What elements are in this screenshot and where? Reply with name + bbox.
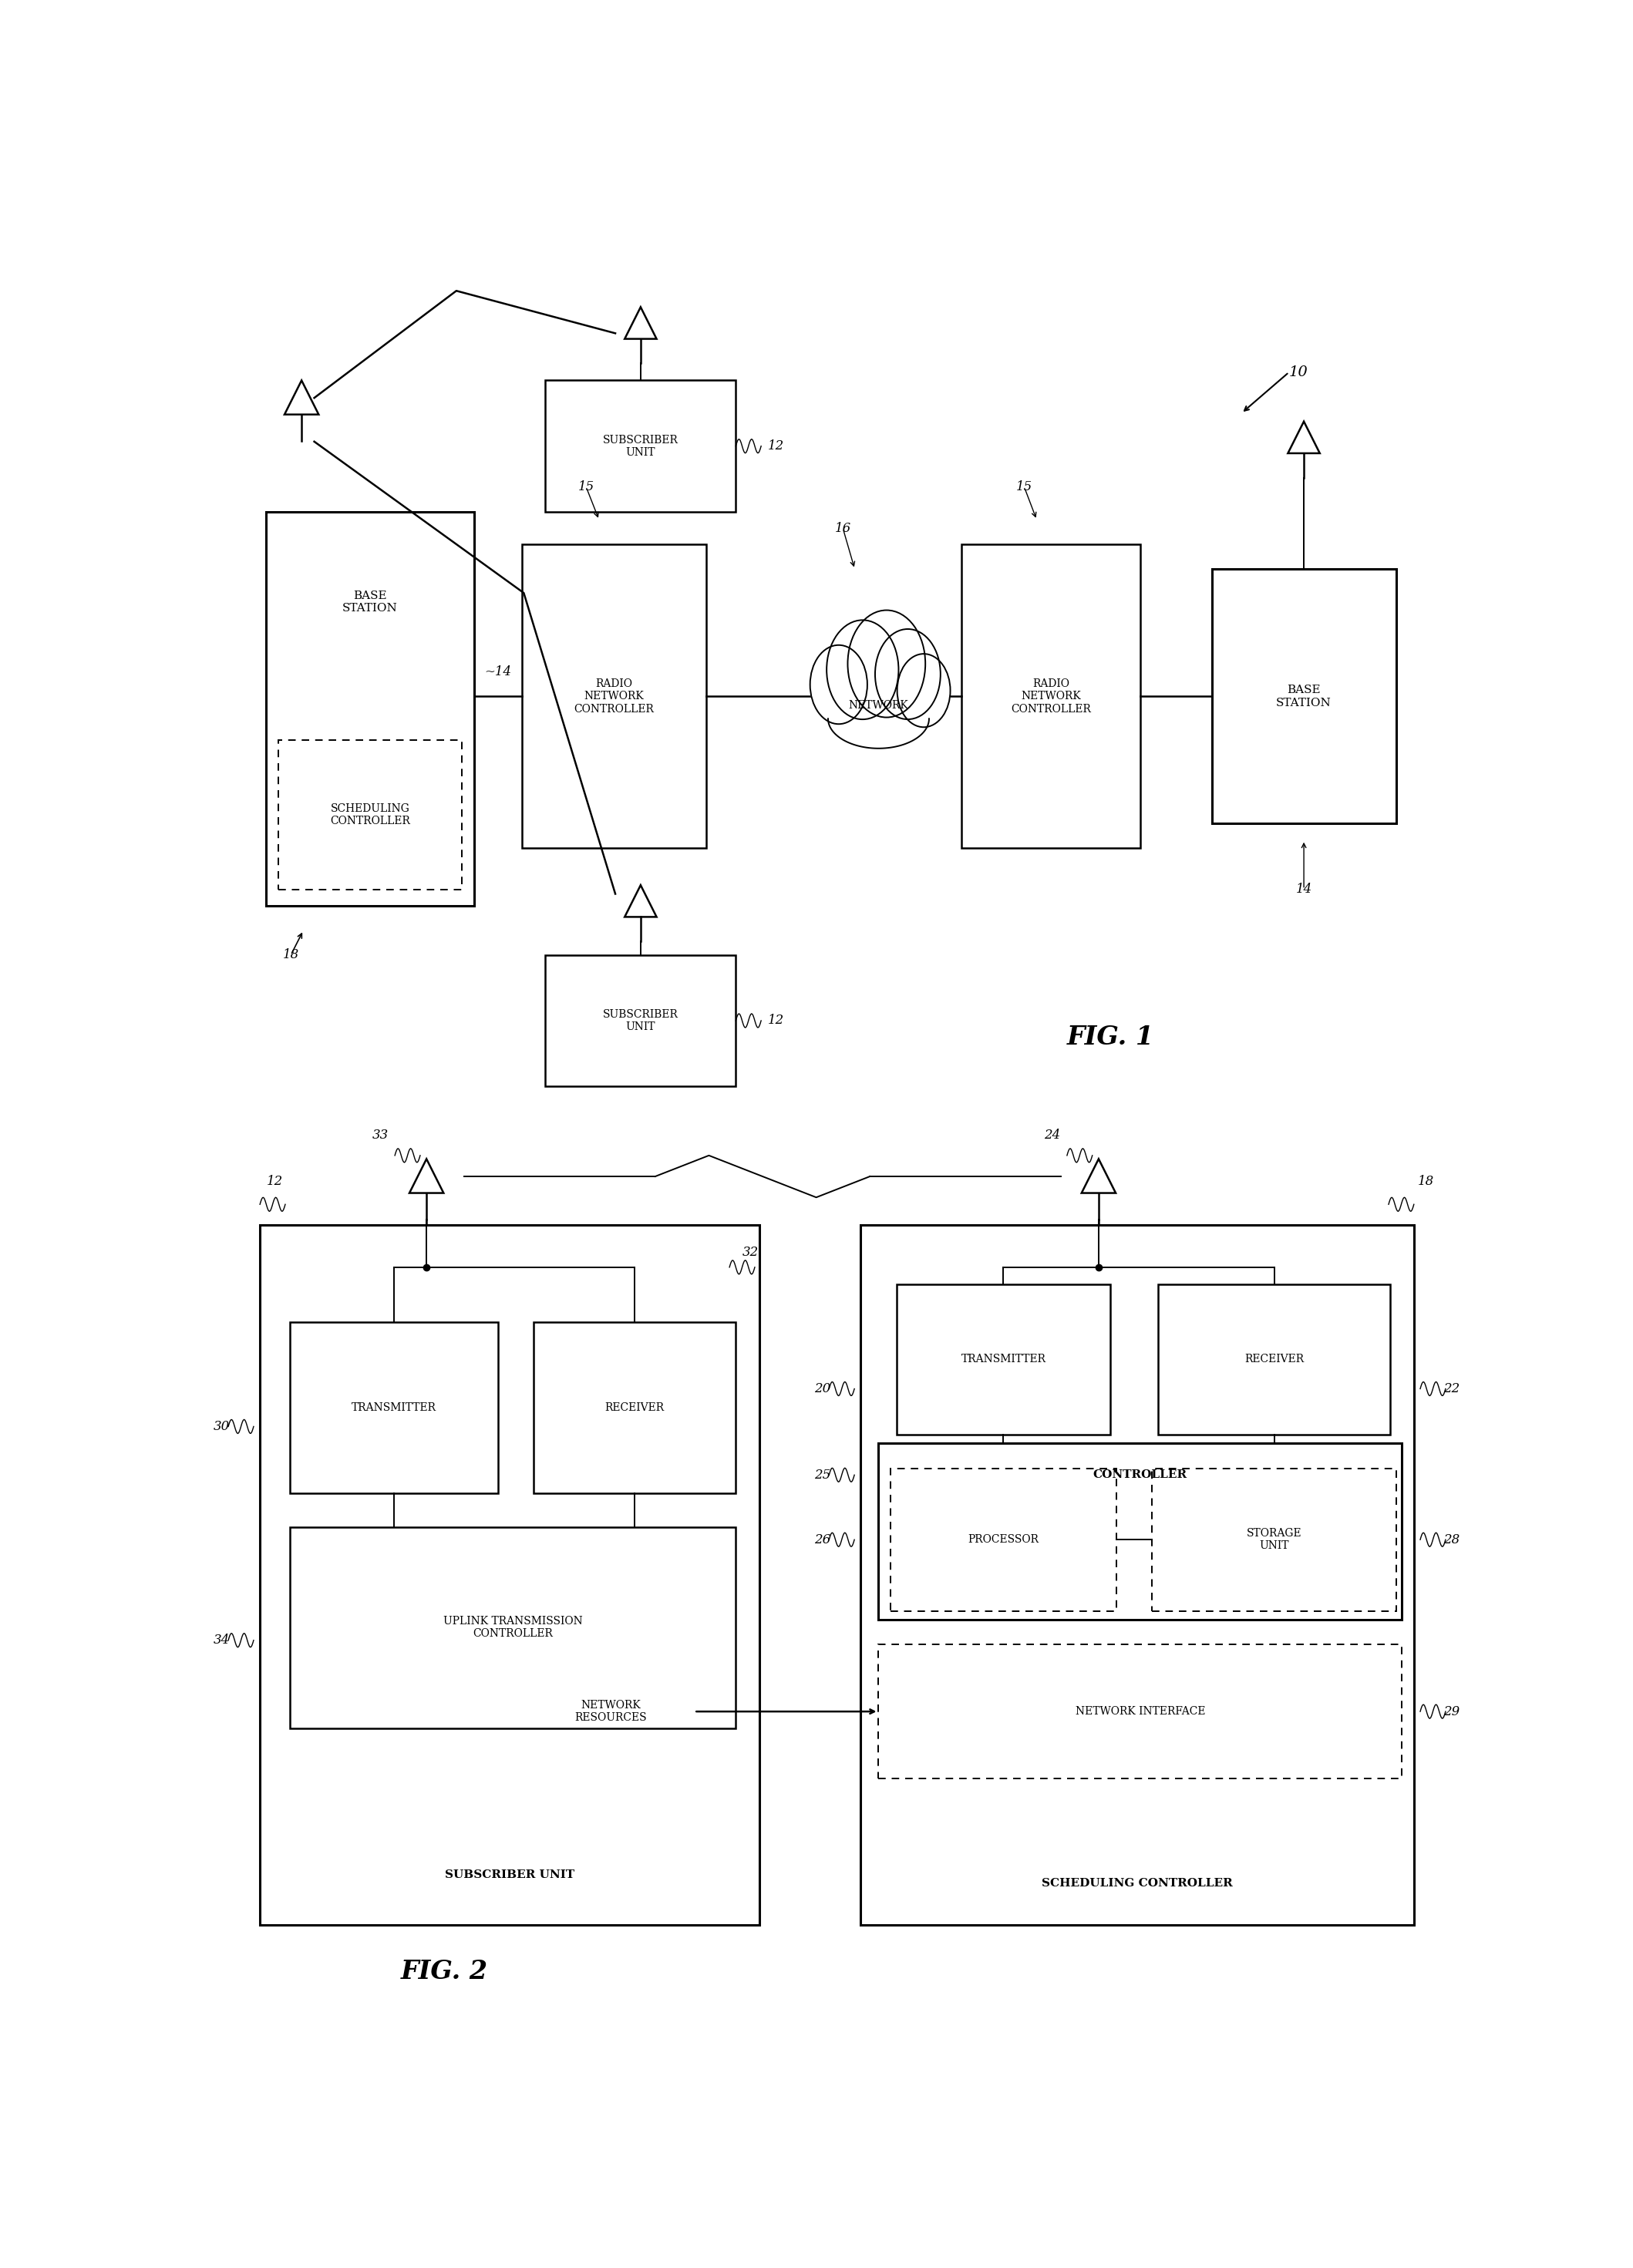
Text: 26: 26 [815, 1533, 831, 1547]
Text: RADIO
NETWORK
CONTROLLER: RADIO NETWORK CONTROLLER [1011, 678, 1091, 714]
Text: 18: 18 [1417, 1175, 1434, 1188]
Text: RECEIVER: RECEIVER [604, 1402, 665, 1413]
Bar [962, 544, 1140, 848]
Text: PROCESSOR: PROCESSOR [968, 1533, 1039, 1545]
Text: FIG. 2: FIG. 2 [400, 1960, 488, 1984]
Text: 24: 24 [1043, 1129, 1061, 1141]
Text: 15: 15 [578, 481, 594, 494]
Bar [897, 1284, 1110, 1436]
Text: 14: 14 [1295, 882, 1311, 896]
Bar [545, 955, 736, 1086]
Circle shape [875, 628, 941, 719]
Text: RADIO
NETWORK
CONTROLLER: RADIO NETWORK CONTROLLER [573, 678, 653, 714]
Bar [890, 1467, 1117, 1610]
Text: SUBSCRIBER
UNIT: SUBSCRIBER UNIT [603, 1009, 678, 1032]
Bar [861, 1225, 1414, 1926]
Circle shape [826, 619, 898, 719]
Text: 16: 16 [834, 522, 851, 535]
Text: TRANSMITTER: TRANSMITTER [962, 1354, 1045, 1365]
Circle shape [810, 644, 867, 723]
Text: STORAGE
UNIT: STORAGE UNIT [1246, 1529, 1302, 1551]
Bar [289, 1322, 498, 1495]
Circle shape [897, 653, 950, 728]
Text: 15: 15 [1016, 481, 1032, 494]
Circle shape [848, 610, 926, 717]
Bar [534, 1322, 736, 1495]
Text: CONTROLLER: CONTROLLER [1092, 1470, 1187, 1481]
Text: 12: 12 [768, 440, 784, 454]
Text: 18: 18 [283, 948, 299, 962]
Bar [289, 1526, 736, 1728]
Text: 12: 12 [266, 1175, 283, 1188]
Text: 10: 10 [1288, 365, 1308, 379]
Text: SUBSCRIBER UNIT: SUBSCRIBER UNIT [444, 1869, 575, 1880]
Text: BASE
STATION: BASE STATION [343, 590, 398, 615]
Bar [879, 1644, 1403, 1778]
Text: 12: 12 [768, 1014, 784, 1027]
Bar [521, 544, 705, 848]
Text: NETWORK
RESOURCES: NETWORK RESOURCES [575, 1701, 647, 1724]
Text: NETWORK INTERFACE: NETWORK INTERFACE [1075, 1706, 1205, 1717]
Text: BASE
STATION: BASE STATION [1275, 685, 1331, 708]
Bar [1212, 569, 1396, 823]
Text: NETWORK: NETWORK [849, 701, 908, 710]
Bar [278, 739, 462, 889]
Text: TRANSMITTER: TRANSMITTER [351, 1402, 436, 1413]
Text: SUBSCRIBER
UNIT: SUBSCRIBER UNIT [603, 435, 678, 458]
Text: 28: 28 [1444, 1533, 1460, 1547]
Text: SCHEDULING CONTROLLER: SCHEDULING CONTROLLER [1042, 1878, 1233, 1889]
Bar [260, 1225, 759, 1926]
Text: UPLINK TRANSMISSION
CONTROLLER: UPLINK TRANSMISSION CONTROLLER [443, 1617, 583, 1640]
Text: 22: 22 [1444, 1381, 1460, 1395]
Text: SCHEDULING
CONTROLLER: SCHEDULING CONTROLLER [330, 803, 410, 828]
Bar [879, 1442, 1403, 1619]
Bar [1153, 1467, 1396, 1610]
Text: ~14: ~14 [485, 665, 511, 678]
Text: 25: 25 [815, 1467, 831, 1481]
Text: 32: 32 [741, 1245, 758, 1259]
Bar [545, 381, 736, 513]
Text: 20: 20 [815, 1381, 831, 1395]
Text: 34: 34 [214, 1633, 230, 1647]
Text: 33: 33 [372, 1129, 389, 1141]
Bar [266, 513, 474, 905]
Bar [1158, 1284, 1390, 1436]
FancyBboxPatch shape [821, 678, 936, 753]
Text: 29: 29 [1444, 1706, 1460, 1719]
Text: 30: 30 [214, 1420, 230, 1433]
FancyBboxPatch shape [820, 669, 937, 746]
Text: RECEIVER: RECEIVER [1244, 1354, 1303, 1365]
Text: FIG. 1: FIG. 1 [1066, 1025, 1155, 1050]
